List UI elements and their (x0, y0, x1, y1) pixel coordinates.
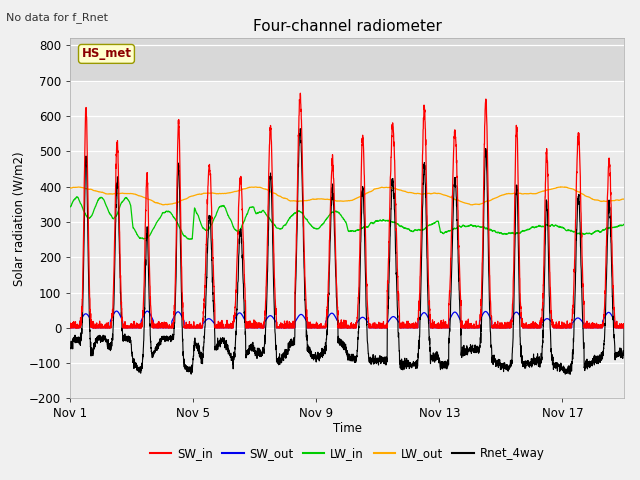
LW_in (185, 236, 193, 242)
SW_in (620, 324, 628, 330)
LW_out (620, 196, 628, 202)
Text: HS_met: HS_met (81, 48, 131, 60)
LW_out (620, 196, 628, 202)
Bar (70, 38, 624, 81)
Rnet_4way (411, 362, 419, 368)
SW_out (186, 325, 193, 331)
LW_out (568, 186, 575, 192)
LW_out (221, 191, 229, 196)
SW_in (401, 322, 409, 328)
SW_out (221, 325, 229, 331)
Text: No data for f_Rnet: No data for f_Rnet (6, 12, 108, 23)
Rnet_4way (568, 368, 575, 374)
LW_in (401, 226, 409, 231)
LW_in (620, 222, 628, 228)
Title: Four-channel radiometer: Four-channel radiometer (253, 20, 442, 35)
LW_in (620, 222, 628, 228)
LW_in (221, 205, 229, 211)
Rnet_4way (296, 126, 304, 132)
LW_in (412, 227, 419, 232)
X-axis label: Time: Time (333, 422, 362, 435)
SW_out (113, 308, 120, 314)
Legend: SW_in, SW_out, LW_in, LW_out, Rnet_4way: SW_in, SW_out, LW_in, LW_out, Rnet_4way (145, 442, 549, 465)
Rnet_4way (401, 358, 409, 364)
Rnet_4way (620, 348, 628, 354)
SW_in (568, 321, 575, 327)
Line: LW_out: LW_out (70, 187, 624, 205)
SW_out (67, 325, 74, 331)
SW_in (221, 325, 229, 331)
LW_in (74, 194, 81, 200)
Line: SW_out: SW_out (70, 311, 624, 328)
Rnet_4way (67, 345, 74, 351)
LW_out (67, 185, 74, 191)
SW_in (411, 325, 419, 331)
LW_in (67, 204, 74, 210)
Line: LW_in: LW_in (70, 197, 624, 239)
LW_out (401, 188, 409, 194)
SW_out (401, 325, 409, 331)
Y-axis label: Solar radiation (W/m2): Solar radiation (W/m2) (12, 151, 25, 286)
LW_out (557, 184, 564, 190)
SW_in (67, 325, 74, 331)
SW_out (411, 325, 419, 331)
SW_in (296, 90, 304, 96)
SW_out (620, 325, 628, 331)
LW_in (186, 236, 193, 242)
LW_out (411, 191, 419, 196)
SW_out (568, 325, 575, 331)
SW_in (620, 325, 628, 331)
Rnet_4way (185, 369, 193, 374)
LW_out (185, 194, 193, 200)
LW_out (468, 202, 476, 208)
SW_in (185, 324, 193, 330)
Rnet_4way (566, 372, 574, 377)
LW_in (568, 228, 575, 234)
SW_out (620, 325, 628, 331)
Line: Rnet_4way: Rnet_4way (70, 129, 624, 374)
Line: SW_in: SW_in (70, 93, 624, 328)
Rnet_4way (221, 342, 229, 348)
Rnet_4way (620, 324, 628, 330)
